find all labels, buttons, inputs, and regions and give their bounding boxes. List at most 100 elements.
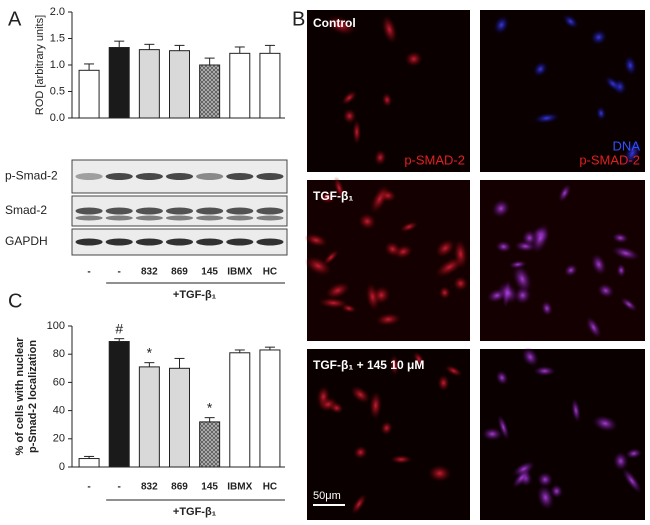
cell: [622, 468, 642, 494]
blot-band: [226, 173, 254, 180]
y-tick-label: 100: [47, 320, 65, 332]
cell: [595, 105, 607, 121]
cell: [413, 351, 425, 367]
cell: [384, 241, 401, 257]
x-tick-label: 145: [201, 482, 218, 493]
cell: [453, 276, 469, 291]
x-tick-label: -: [118, 267, 121, 278]
significance-mark: *: [147, 344, 153, 360]
cell: [435, 239, 456, 258]
cell: [585, 316, 602, 339]
error-bar: [144, 43, 155, 50]
cell: [541, 300, 553, 317]
cell: [341, 303, 357, 313]
cell: [536, 484, 555, 511]
significance-mark: #: [115, 320, 123, 336]
row-label: TGF-β₁: [313, 189, 353, 203]
x-tick-label: IBMX: [227, 482, 252, 493]
dna-label: DNA: [613, 138, 641, 153]
cell: [304, 233, 328, 247]
cell: [326, 15, 356, 36]
y-tick-label: 0.0: [50, 112, 65, 124]
blot-band: [196, 207, 224, 215]
bar: [138, 366, 160, 468]
cell: [491, 199, 511, 218]
x-tick-label: HC: [263, 482, 277, 493]
blot-band: [165, 173, 194, 180]
error-bar: [84, 63, 95, 71]
y-tick-label: 60: [53, 376, 65, 388]
error-bar: [144, 362, 155, 367]
cell: [323, 249, 339, 265]
cell: [592, 415, 618, 432]
cell: [365, 283, 380, 311]
cell: [521, 347, 539, 367]
blot-band: [75, 173, 103, 180]
bar: [259, 349, 281, 468]
bar: [259, 52, 281, 119]
bar: [199, 64, 221, 119]
cell: [319, 192, 336, 204]
cell: [435, 256, 464, 278]
cell: [612, 451, 629, 471]
x-tick-label: 145: [201, 267, 218, 278]
blot-band: [196, 173, 224, 180]
panel-label: C: [8, 290, 22, 312]
x-tick-label: 832: [141, 482, 158, 493]
bar: [199, 421, 221, 468]
error-bar: [174, 357, 185, 369]
error-bar: [84, 455, 95, 459]
group-label: +TGF-β₁: [173, 506, 217, 518]
y-tick-label: 0.5: [50, 85, 65, 97]
cell: [533, 365, 556, 377]
cell: [437, 374, 450, 392]
x-tick-label: 869: [171, 267, 188, 278]
bar: [229, 52, 251, 119]
x-tick-label: IBMX: [227, 267, 252, 278]
x-tick-label: 869: [171, 482, 188, 493]
bar: [78, 69, 100, 119]
y-tick-label: 20: [53, 433, 65, 445]
cell: [428, 464, 452, 482]
panel-label: B: [292, 8, 305, 30]
bar: [169, 50, 190, 119]
cell: [531, 223, 550, 254]
blot-band: [226, 238, 254, 246]
blot-band: [105, 238, 133, 246]
cell: [390, 454, 413, 464]
row-label: Control: [313, 16, 356, 30]
blot-band: [256, 173, 284, 180]
blot-band: [256, 207, 284, 215]
cell: [571, 398, 581, 423]
bar: [138, 49, 160, 119]
cell: [374, 149, 387, 166]
scale-label: 50μm: [313, 490, 341, 502]
x-tick-label: -: [87, 482, 90, 493]
cell: [563, 263, 578, 277]
blot-band: [135, 207, 163, 215]
bar: [169, 367, 190, 468]
blot-band: [135, 215, 163, 221]
group-label: +TGF-β₁: [173, 289, 217, 301]
blot-band: [105, 215, 133, 221]
blot-label: Smad-2: [5, 203, 47, 217]
cell: [316, 385, 331, 408]
row-label: TGF-β₁ + 145 10 μM: [313, 358, 424, 372]
blot-band: [196, 238, 224, 246]
blot-band: [135, 238, 163, 246]
error-bar: [204, 57, 215, 65]
cell: [591, 253, 607, 276]
cell: [611, 232, 629, 244]
cell: [381, 15, 398, 44]
y-tick-label: 40: [53, 405, 65, 417]
cell: [611, 246, 640, 261]
x-tick-label: -: [118, 482, 121, 493]
cell: [597, 283, 615, 298]
blot-band: [135, 173, 163, 180]
cell: [495, 370, 509, 386]
bar: [108, 341, 130, 468]
blot-band: [105, 207, 133, 215]
cell: [399, 221, 419, 233]
cell: [558, 184, 572, 203]
error-bar: [174, 44, 185, 51]
